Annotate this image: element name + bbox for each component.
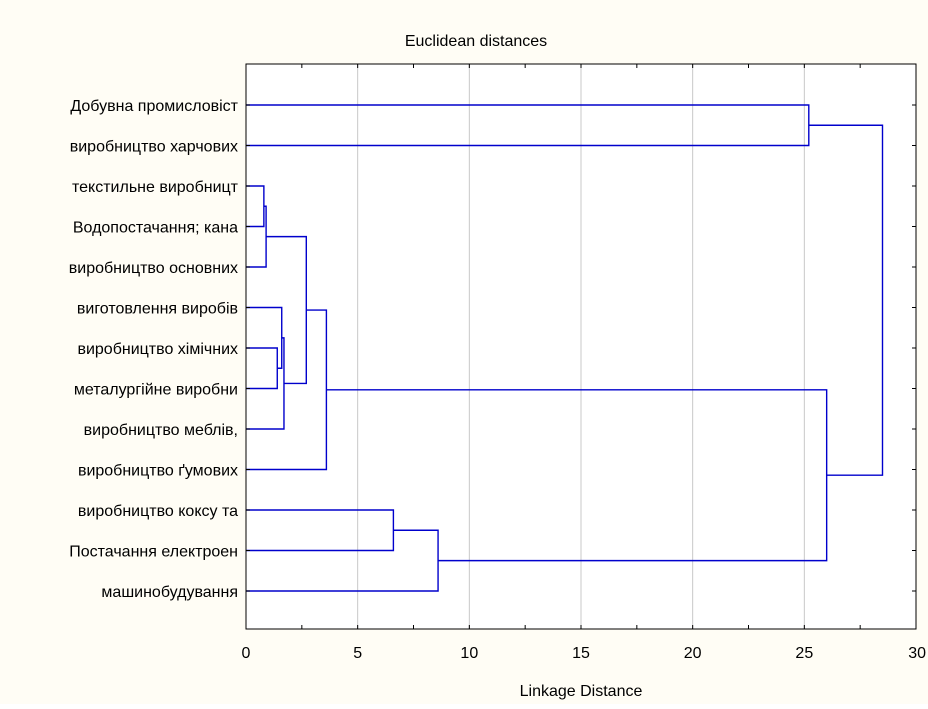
leaf-label: Добувна промисловіст [70, 98, 238, 115]
x-tick-label: 0 [242, 645, 251, 662]
grid-lines [357, 64, 805, 629]
leaf-label: виробництво коксу та [78, 503, 238, 520]
x-tick-label: 20 [684, 645, 702, 662]
leaf-label: металургійне виробни [74, 382, 238, 399]
x-tick-label: 15 [572, 645, 590, 662]
x-tick-label: 10 [460, 645, 478, 662]
x-tick-label: 5 [353, 645, 362, 662]
leaf-label: Водопостачання; кана [73, 220, 238, 237]
leaf-label: виробництво харчових [70, 139, 238, 156]
leaf-label: виготовлення виробів [77, 301, 238, 318]
leaf-label: Постачання електроен [69, 544, 238, 561]
x-tick-label: 30 [908, 645, 926, 662]
x-axis-label: Linkage Distance [520, 683, 643, 700]
x-tick-labels: 0 5 10 15 20 25 30 [242, 645, 927, 662]
axis-ticks [245, 64, 917, 629]
merge-link [808, 124, 884, 476]
dendrogram-tree [246, 104, 884, 592]
leaf-labels: Добувна промисловіст виробництво харчових… [69, 98, 239, 601]
chart-title: Euclidean distances [405, 33, 547, 50]
leaf-label: виробництво ґумових [78, 463, 238, 480]
leaf-label: виробництво меблів, [84, 422, 238, 439]
leaf-label: виробництво основних [69, 260, 238, 277]
x-tick-label: 25 [795, 645, 813, 662]
leaf-label: машинобудування [101, 584, 238, 601]
leaf-label: текстильне виробницт [72, 179, 239, 196]
leaf-label: виробництво хімічних [77, 341, 238, 358]
